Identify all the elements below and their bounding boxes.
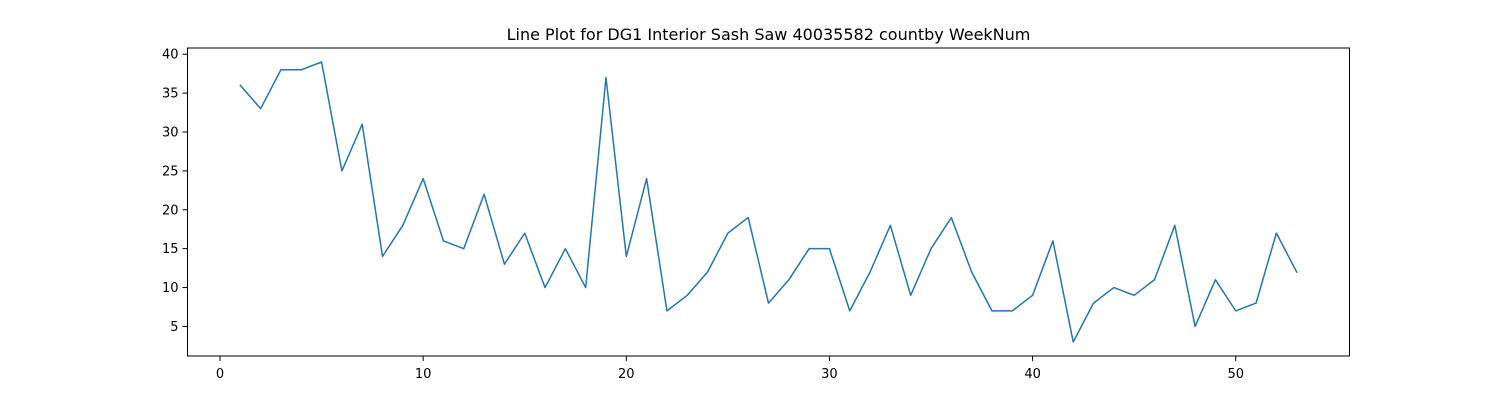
chart-title: Line Plot for DG1 Interior Sash Saw 4003… [507, 25, 1031, 44]
series-line [240, 62, 1296, 342]
x-tick-label: 50 [1227, 367, 1244, 382]
x-tick-label: 40 [1024, 367, 1041, 382]
x-tick-label: 20 [618, 367, 635, 382]
x-tick-label: 30 [821, 367, 838, 382]
y-tick-label: 10 [162, 281, 179, 296]
y-tick-label: 40 [162, 48, 179, 63]
y-tick-label: 35 [162, 87, 179, 102]
y-tick-label: 5 [170, 320, 178, 335]
x-tick-label: 0 [216, 367, 224, 382]
x-tick-label: 10 [415, 367, 432, 382]
y-tick-label: 20 [162, 203, 179, 218]
plot-frame [188, 48, 1350, 356]
plot-area [240, 62, 1296, 342]
y-tick-label: 30 [162, 126, 179, 141]
axes: 0 10 20 30 40 50 5 10 15 20 25 30 35 40 [162, 48, 1244, 382]
y-tick-label: 25 [162, 164, 179, 179]
y-tick-label: 15 [162, 242, 179, 257]
